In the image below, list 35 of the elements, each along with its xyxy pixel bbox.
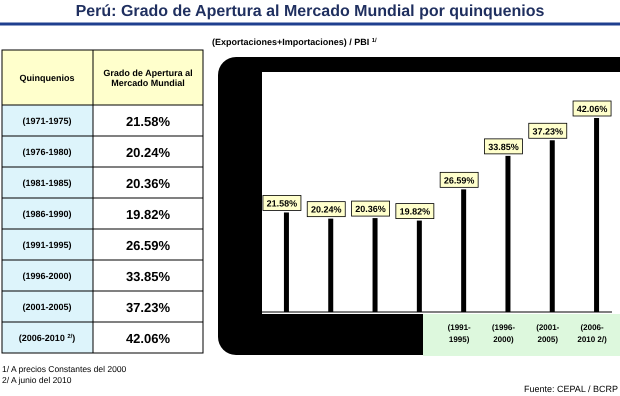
text: 37.23% [126,300,170,315]
data-label: 37.23% [532,126,564,136]
data-label: 21.58% [266,198,298,208]
text: (1991-1995) [22,240,72,250]
data-label: 19.82% [400,206,430,217]
text: (1996-2000) [22,271,72,281]
data-label: 33.85% [488,142,519,152]
text: Grado de Apertura al Mercado Mundial [102,66,194,90]
text: 33.85% [126,269,170,284]
text: (1971-1975) [22,116,72,126]
x-tick-label: (1991-1995) [448,323,472,344]
text: (1981-1985) [22,178,72,188]
text: (1976-1980) [22,147,72,157]
chart-subtitle: (Exportaciones+Importaciones) / PBI $^{1/}$ [212,37,378,47]
data-label: 20.24% [310,204,342,215]
x-tick-label: (2001-2005) [536,323,560,344]
text: 42.06% [126,331,170,346]
source-note: Fuente: CEPAL / BCRP [524,384,618,394]
text: Quinquenios [20,73,74,83]
text: (2006-2010 $^{2/}$) [18,333,76,343]
text: 19.82% [126,207,170,222]
data-label: 26.59% [444,175,474,186]
x-tick-label: (2006-2010 2/) [577,323,608,344]
text: (2001-2005) [22,302,72,312]
text: 20.36% [126,176,170,191]
x-tick-label: (1996-2000) [492,323,516,344]
data-label: 20.36% [355,204,386,214]
chart-title: Perú: Grado de Apertura al Mercado Mundial por quinquenios [76,3,544,20]
data-label: 42.06% [576,104,608,114]
text: (1986-1990) [22,209,72,219]
text: 1/ A precios Constantes del 2000 [2,364,127,374]
text: 21.58% [126,114,170,129]
text: 20.24% [126,145,170,160]
text: 26.59% [126,238,170,253]
text: 2/ A junio del 2010 [2,375,72,385]
